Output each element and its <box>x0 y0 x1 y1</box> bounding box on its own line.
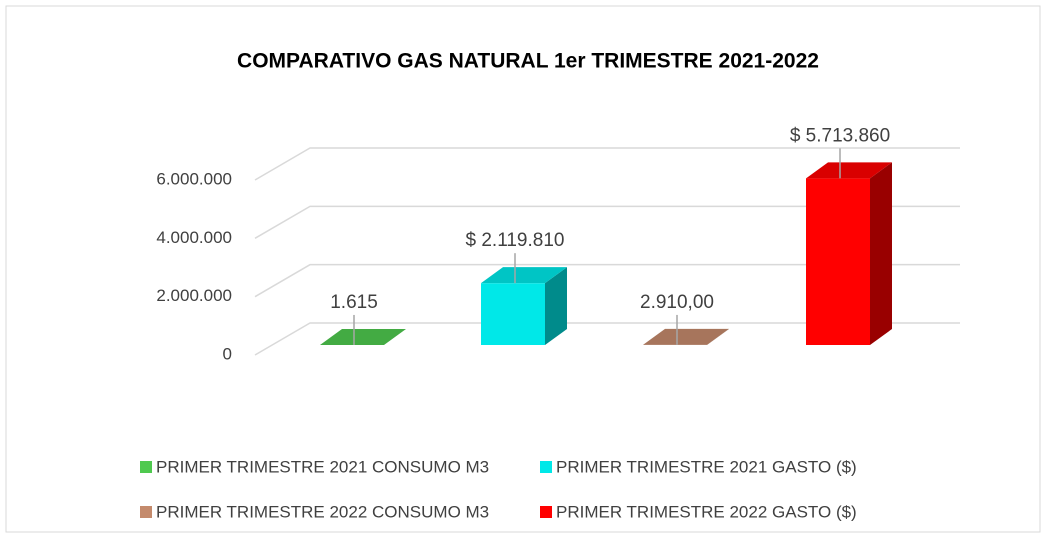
bar-side <box>707 328 729 345</box>
bar-side <box>384 328 406 345</box>
legend-label: PRIMER TRIMESTRE 2022 CONSUMO M3 <box>156 502 489 521</box>
bar-top <box>481 267 567 284</box>
chart-title: COMPARATIVO GAS NATURAL 1er TRIMESTRE 20… <box>237 50 819 73</box>
data-label: $ 2.119.810 <box>466 230 565 251</box>
grid-line <box>254 205 960 239</box>
data-label: $ 5.713.860 <box>790 125 890 146</box>
bar <box>481 283 545 345</box>
y-tick-label: 4.000.000 <box>156 228 232 247</box>
grid-line <box>254 263 960 298</box>
legend-swatch <box>140 461 152 473</box>
bar <box>806 178 870 345</box>
y-tick-label: 6.000.000 <box>156 169 232 188</box>
legend-swatch <box>540 461 552 473</box>
legend-swatch <box>540 506 552 518</box>
bar-top <box>320 328 406 345</box>
legend-label: PRIMER TRIMESTRE 2021 GASTO ($) <box>556 457 857 476</box>
y-tick-label: 2.000.000 <box>156 286 232 305</box>
data-label: 1.615 <box>330 292 378 313</box>
bar-side <box>870 162 892 345</box>
legend-label: PRIMER TRIMESTRE 2021 CONSUMO M3 <box>156 457 489 476</box>
data-label: 2.910,00 <box>640 292 714 313</box>
bar-side <box>545 267 567 345</box>
legend-swatch <box>140 506 152 518</box>
grid-line <box>254 147 960 181</box>
y-tick-label: 0 <box>223 344 232 363</box>
legend-label: PRIMER TRIMESTRE 2022 GASTO ($) <box>556 502 857 521</box>
bar-top <box>806 162 892 179</box>
grid-line <box>254 322 960 356</box>
bar-top <box>643 328 729 345</box>
